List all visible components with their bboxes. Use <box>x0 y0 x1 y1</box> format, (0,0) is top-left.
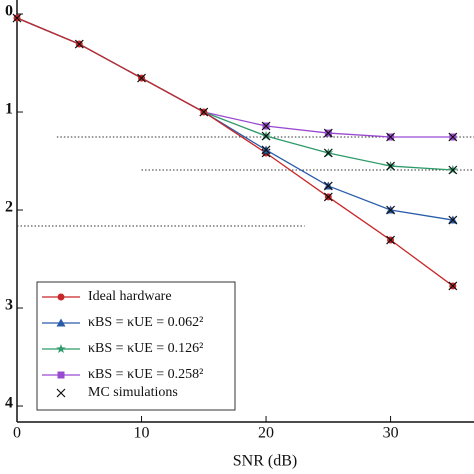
mc-point <box>12 13 22 23</box>
mc-point <box>261 131 271 141</box>
mc-point <box>386 161 395 171</box>
legend-marker <box>56 388 66 398</box>
legend-marker <box>57 371 65 379</box>
x-axis-label: SNR (dB) <box>233 453 297 470</box>
mc-point <box>137 73 146 83</box>
mc-point <box>448 132 458 142</box>
mc-point <box>199 107 209 117</box>
y-tick-label: 2 <box>5 199 13 216</box>
x-tick-label: 30 <box>383 425 399 442</box>
legend-label: κBS = κUE = 0.258² <box>88 367 203 382</box>
mc-point <box>323 181 333 191</box>
mc-point <box>386 235 395 245</box>
mc-point <box>448 215 458 225</box>
y-tick-label: 0 <box>5 3 13 20</box>
y-tick-label: 4 <box>5 395 13 412</box>
mc-point <box>261 121 271 131</box>
legend-label: κBS = κUE = 0.062² <box>88 315 203 330</box>
series-line <box>16 17 453 138</box>
legend-marker <box>57 293 65 301</box>
mc-point <box>261 145 271 155</box>
mc-point <box>323 192 333 202</box>
mc-point <box>74 39 84 49</box>
mc-point <box>386 205 395 215</box>
legend-marker <box>56 344 66 354</box>
legend-label: Ideal hardware <box>88 289 172 304</box>
legend-label: κBS = κUE = 0.126² <box>88 341 203 356</box>
legend-box <box>36 281 236 411</box>
y-tick-label: 1 <box>5 101 13 118</box>
legend: Ideal hardware κBS = κUE = 0.062² κBS = κU… <box>36 281 236 411</box>
series-line <box>16 17 454 287</box>
mc-point <box>448 281 458 291</box>
x-tick-label: 0 <box>13 425 21 442</box>
mc-point <box>323 148 333 158</box>
mc-point <box>448 165 458 175</box>
legend-marker <box>56 318 66 327</box>
x-tick-label: 20 <box>258 425 274 442</box>
x-tick-label: 10 <box>134 425 150 442</box>
legend-label: MC simulations <box>88 385 178 400</box>
mc-point <box>323 128 333 138</box>
mc-point <box>386 132 395 142</box>
y-tick-label: 3 <box>5 297 13 314</box>
